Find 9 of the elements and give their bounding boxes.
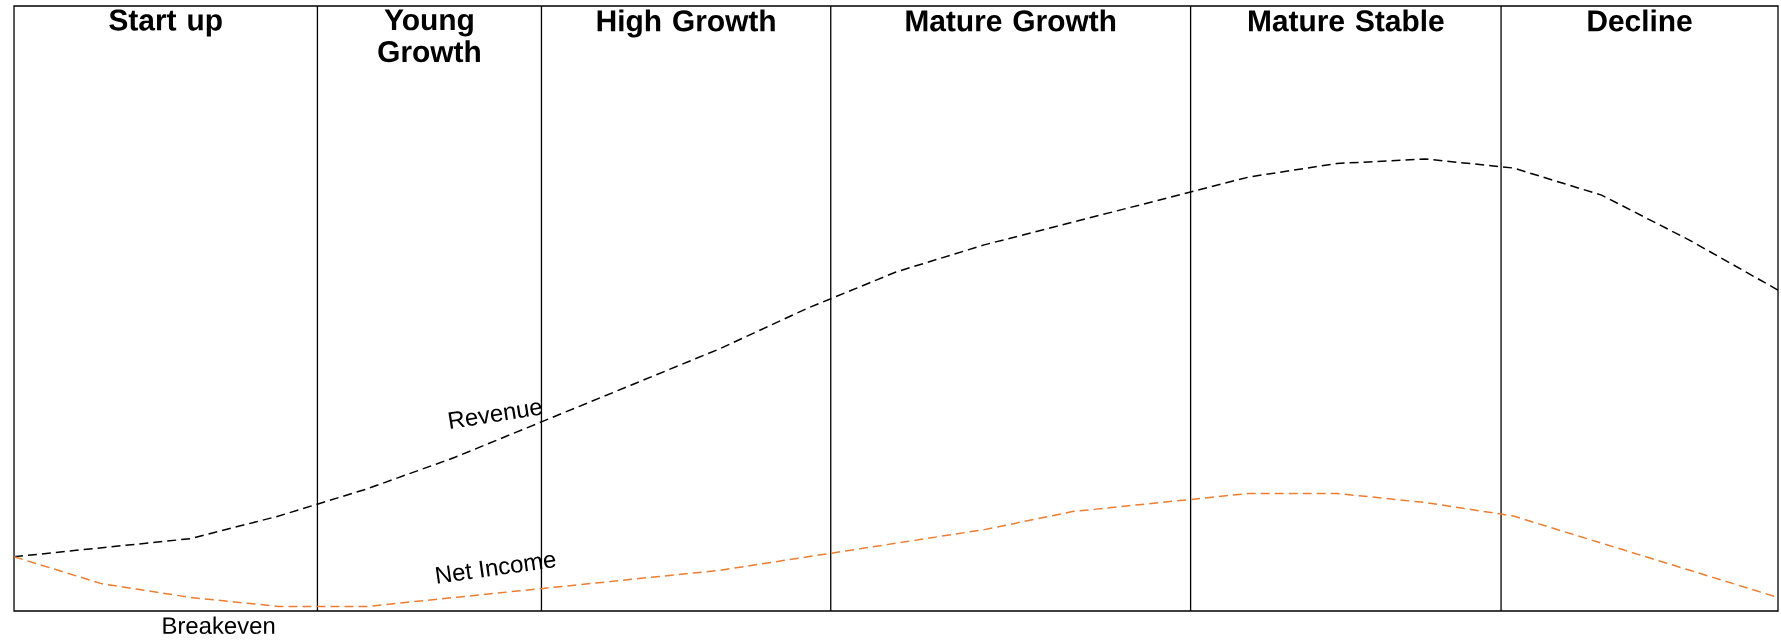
text: Net Income: [435, 554, 556, 584]
text: Decline: [1588, 9, 1692, 32]
text: High Growth: [597, 9, 775, 38]
text: Mature Stable: [1249, 9, 1444, 32]
text: Revenue: [448, 402, 542, 429]
text: Breakeven: [163, 616, 275, 635]
text: Mature Growth: [906, 9, 1116, 32]
text: Start up: [109, 9, 222, 37]
text: Young Growth: [378, 9, 480, 63]
